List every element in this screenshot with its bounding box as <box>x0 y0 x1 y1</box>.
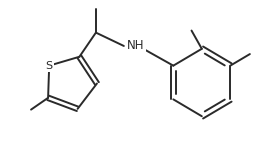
Text: S: S <box>46 61 53 71</box>
Text: NH: NH <box>127 39 144 52</box>
Text: NH: NH <box>127 39 144 52</box>
